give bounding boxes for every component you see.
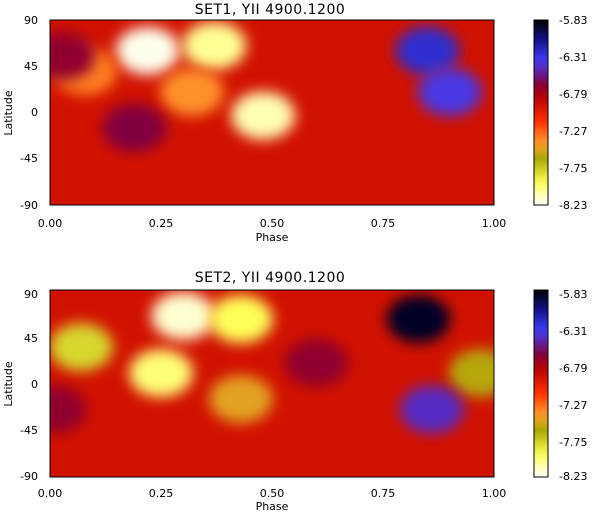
x-axis-ticks: 0.00 0.25 0.50 0.75 1.00 [38, 487, 507, 500]
colorbar-tick-label: -8.23 [559, 470, 587, 483]
colorbar-ticks: -5.83 -6.31 -6.79 -7.27 -7.75 -8.23 [559, 288, 587, 483]
y-tick-label: 45 [24, 332, 38, 345]
colorbar [533, 289, 549, 478]
heatmap-plot-area [50, 290, 494, 477]
y-tick-label: -90 [20, 470, 38, 483]
panel-1: SET1, YII 4900.1200 90 45 0 -45 -90 Lati… [2, 2, 587, 244]
dark-spot-mark [417, 67, 482, 116]
y-tick-label: -90 [20, 199, 38, 212]
colorbar-ticks: -5.83 -6.31 -6.79 -7.27 -7.75 -8.23 [559, 14, 587, 212]
x-tick-label: 0.25 [149, 487, 174, 500]
colorbar-tick-label: -6.31 [559, 325, 587, 338]
colorbar-tick-label: -7.75 [559, 436, 587, 449]
colorbar-tick-label: -5.83 [559, 14, 587, 27]
y-tick-label: 0 [31, 106, 38, 119]
x-tick-label: 0.00 [38, 487, 63, 500]
x-axis-label: Phase [256, 500, 289, 512]
colorbar-tick-label: -6.31 [559, 51, 587, 64]
bright-spot-mark [160, 67, 225, 116]
x-tick-label: 0.50 [260, 217, 285, 230]
bright-spot-mark [115, 26, 180, 75]
bright-spot-mark [231, 91, 296, 140]
plot-frame [49, 289, 495, 478]
colorbar-tick-label: -5.83 [559, 288, 587, 301]
colorbar [533, 19, 549, 206]
colorbar-tick-label: -6.79 [559, 88, 587, 101]
dark-spot-mark [399, 385, 464, 434]
x-tick-label: 1.00 [482, 217, 507, 230]
y-axis-label: Latitude [2, 90, 15, 136]
bright-spot-mark [448, 349, 494, 398]
plot-frame [49, 19, 495, 206]
dark-spot-mark [50, 31, 96, 80]
x-tick-label: 0.00 [38, 217, 63, 230]
x-tick-label: 0.50 [260, 487, 285, 500]
bright-spot-mark [208, 295, 273, 344]
x-axis-label: Phase [256, 231, 289, 244]
colorbar-tick-label: -7.75 [559, 162, 587, 175]
x-axis-ticks: 0.00 0.25 0.50 0.75 1.00 [38, 217, 507, 230]
x-tick-label: 0.25 [149, 217, 174, 230]
x-tick-label: 0.75 [371, 487, 396, 500]
bright-spot-mark [50, 323, 114, 372]
bright-spot-mark [208, 375, 273, 424]
y-tick-label: 45 [24, 60, 38, 73]
y-axis-ticks: 90 45 0 -45 -90 [20, 288, 38, 483]
dark-spot-mark [284, 338, 349, 387]
chart-title: SET1, YII 4900.1200 [195, 2, 346, 18]
colorbar-tick-label: -6.79 [559, 362, 587, 375]
bright-spot-mark [151, 291, 216, 340]
chart-title: SET2, YII 4900.1200 [195, 270, 346, 286]
x-tick-label: 0.75 [371, 217, 396, 230]
y-tick-label: 90 [24, 14, 38, 27]
panel-2: SET2, YII 4900.1200 90 45 0 -45 -90 Lati… [2, 270, 587, 512]
colorbar-tick-label: -8.23 [559, 199, 587, 212]
colorbar-tick-label: -7.27 [559, 399, 587, 412]
y-tick-label: 90 [24, 288, 38, 301]
dark-spot-mark [102, 103, 167, 152]
y-tick-label: -45 [20, 152, 38, 165]
heatmap-plot-area [50, 20, 494, 205]
y-tick-label: -45 [20, 424, 38, 437]
bright-spot-mark [129, 349, 193, 398]
bright-spot-mark [182, 21, 247, 70]
y-axis-ticks: 90 45 0 -45 -90 [20, 14, 38, 212]
colorbar-tick-label: -7.27 [559, 125, 587, 138]
dark-spot-mark [386, 295, 451, 344]
y-tick-label: 0 [31, 378, 38, 391]
dark-spot-mark [50, 385, 87, 434]
x-tick-label: 1.00 [482, 487, 507, 500]
dark-spot-mark [395, 26, 460, 75]
y-axis-label: Latitude [2, 361, 15, 407]
